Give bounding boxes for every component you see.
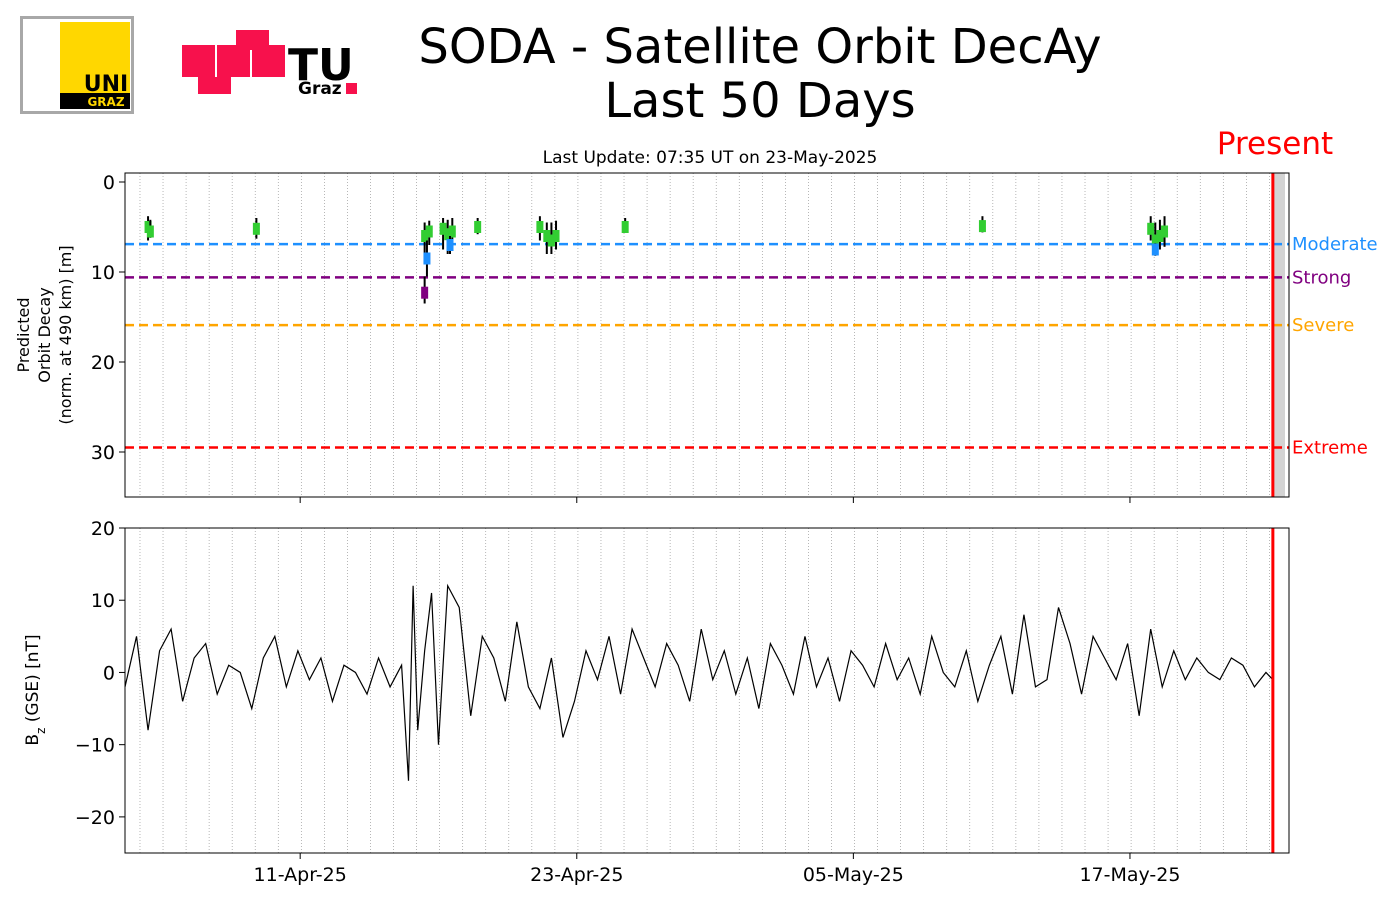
ytick-label: 0 <box>103 662 115 684</box>
threshold-label-moderate: Moderate <box>1292 234 1378 255</box>
threshold-label-extreme: Extreme <box>1292 438 1368 459</box>
decay-points <box>145 216 1168 303</box>
threshold-lines: Moderate Strong Severe Extreme <box>125 234 1378 458</box>
top-ylabel: Predicted Orbit Decay (norm. at 490 km) [m… <box>14 245 75 424</box>
bottom-grid <box>140 528 1269 853</box>
ytick-label: −20 <box>75 807 115 829</box>
bottom-xticks: 11-Apr-25 23-Apr-25 05-May-25 17-May-25 <box>254 853 1181 886</box>
decay-point <box>423 253 430 265</box>
ytick-label: 20 <box>91 352 115 374</box>
bottom-frame <box>125 528 1289 853</box>
top-yticks: 0 10 20 30 <box>91 172 125 464</box>
xtick-label: 23-Apr-25 <box>530 864 623 886</box>
ytick-label: 10 <box>91 590 115 612</box>
decay-point <box>979 220 986 232</box>
xtick-label: 05-May-25 <box>803 864 904 886</box>
decay-point <box>1147 223 1154 235</box>
ytick-label: 20 <box>91 518 115 540</box>
bz-series-line <box>125 586 1273 781</box>
bottom-yticks: 20 10 0 −10 −20 <box>75 518 125 829</box>
bz-ylabel-main: B <box>23 734 43 746</box>
ytick-label: 30 <box>91 442 115 464</box>
bottom-ylabel: Bz (GSE) [nT] <box>23 634 48 745</box>
threshold-label-strong: Strong <box>1292 267 1351 288</box>
ytick-label: −10 <box>75 735 115 757</box>
top-xticks <box>300 497 1130 503</box>
decay-point <box>147 226 154 238</box>
bz-ylabel-rest: (GSE) [nT] <box>23 634 43 727</box>
ytick-label: 10 <box>91 262 115 284</box>
decay-point <box>1152 244 1159 256</box>
decay-point <box>253 223 260 235</box>
top-ylabel-line: Orbit Decay <box>35 287 54 382</box>
xtick-label: 17-May-25 <box>1079 864 1180 886</box>
decay-point <box>553 230 560 242</box>
xtick-label: 11-Apr-25 <box>254 864 347 886</box>
threshold-label-severe: Severe <box>1292 315 1354 336</box>
decay-point <box>1161 226 1168 238</box>
orbit-decay-panel: Moderate Strong Severe Extreme 0 10 20 30 Pred… <box>14 172 1378 503</box>
decay-point <box>421 287 428 299</box>
decay-point <box>449 226 456 238</box>
decay-point <box>536 221 543 233</box>
ytick-label: 0 <box>103 172 115 194</box>
top-ylabel-line: Predicted <box>14 297 33 372</box>
decay-point <box>474 221 481 233</box>
decay-point <box>622 221 629 233</box>
decay-point <box>446 239 453 251</box>
top-ylabel-line: (norm. at 490 km) [m] <box>56 245 75 424</box>
decay-point <box>426 226 433 238</box>
